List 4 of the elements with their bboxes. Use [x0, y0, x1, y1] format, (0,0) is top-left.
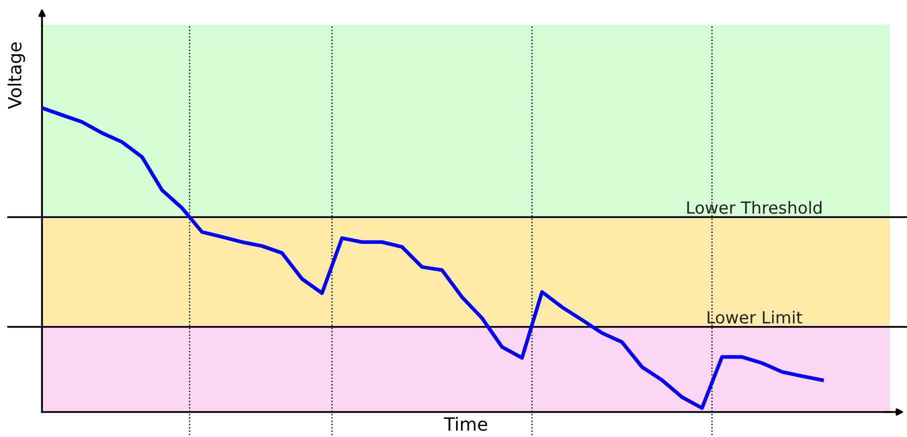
x-axis-title: Time	[444, 416, 488, 431]
y-axis-title: Voltage	[8, 42, 26, 110]
ref-line-label: Lower Threshold	[687, 201, 822, 214]
ref-line-label: Lower Limit	[708, 310, 802, 324]
